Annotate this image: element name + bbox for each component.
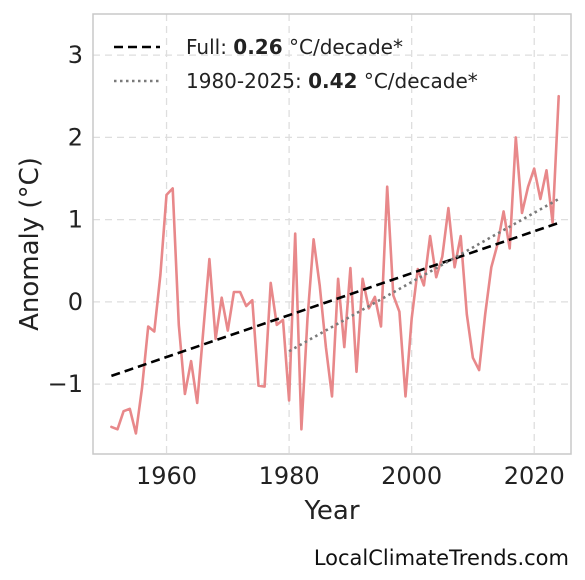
legend-entry-recent: 1980-2025: 0.42 °C/decade* (186, 69, 478, 93)
y-tick-label: 1 (68, 206, 83, 234)
x-axis-label: Year (303, 496, 359, 526)
ticks-layer: 1960 1980 2000 2020 −1 0 1 2 3 (48, 41, 565, 490)
legend-recent-rate: 0.42 (308, 69, 357, 93)
x-tick-label: 2020 (504, 462, 565, 490)
y-tick-label: 3 (68, 41, 83, 69)
x-tick-label: 1980 (259, 462, 320, 490)
legend-full-unit: °C/decade* (289, 35, 403, 59)
watermark: LocalClimateTrends.com (313, 546, 569, 570)
y-tick-label: 2 (68, 123, 83, 151)
plot-frame (92, 13, 572, 455)
x-tick-label: 1960 (136, 462, 197, 490)
y-tick-label: 0 (68, 288, 83, 316)
trend-line-full (110, 221, 560, 378)
legend: Full: 0.26 °C/decade* 1980-2025: 0.42 °C… (114, 35, 478, 93)
legend-entry-full: Full: 0.26 °C/decade* (186, 35, 403, 59)
legend-recent-unit: °C/decade* (364, 69, 478, 93)
legend-full-name: Full: (186, 35, 227, 59)
legend-recent-name: 1980-2025: (186, 69, 302, 93)
x-tick-label: 2000 (381, 462, 442, 490)
series-layer (110, 94, 561, 435)
anomaly-series-line (110, 94, 561, 435)
legend-full-rate: 0.26 (233, 35, 282, 59)
y-tick-label: −1 (48, 370, 83, 398)
y-axis-label: Anomaly (°C) (15, 157, 45, 331)
